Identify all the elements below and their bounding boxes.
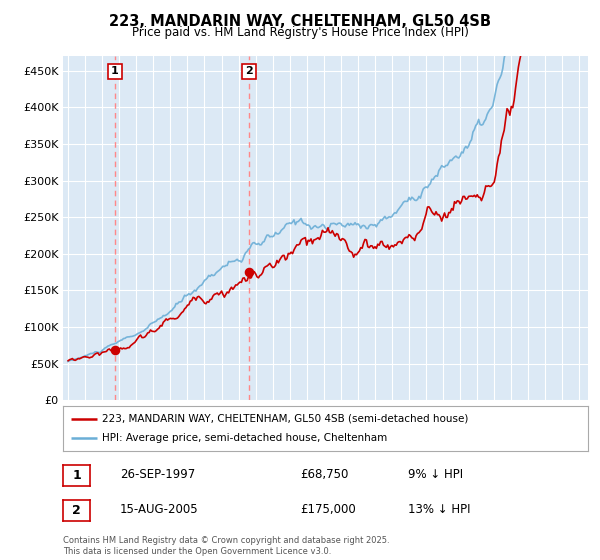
Text: 13% ↓ HPI: 13% ↓ HPI: [408, 503, 470, 516]
Text: 26-SEP-1997: 26-SEP-1997: [120, 468, 195, 482]
Text: 9% ↓ HPI: 9% ↓ HPI: [408, 468, 463, 482]
Text: £175,000: £175,000: [300, 503, 356, 516]
Text: 2: 2: [245, 67, 253, 77]
Text: 223, MANDARIN WAY, CHELTENHAM, GL50 4SB: 223, MANDARIN WAY, CHELTENHAM, GL50 4SB: [109, 14, 491, 29]
Point: [244, 268, 254, 277]
Text: 1: 1: [72, 469, 81, 482]
Text: Price paid vs. HM Land Registry's House Price Index (HPI): Price paid vs. HM Land Registry's House …: [131, 26, 469, 39]
Text: 223, MANDARIN WAY, CHELTENHAM, GL50 4SB (semi-detached house): 223, MANDARIN WAY, CHELTENHAM, GL50 4SB …: [103, 413, 469, 423]
Text: 15-AUG-2005: 15-AUG-2005: [120, 503, 199, 516]
Text: 2: 2: [72, 503, 81, 517]
Point: [110, 346, 120, 354]
Text: £68,750: £68,750: [300, 468, 349, 482]
Text: HPI: Average price, semi-detached house, Cheltenham: HPI: Average price, semi-detached house,…: [103, 433, 388, 444]
Text: Contains HM Land Registry data © Crown copyright and database right 2025.
This d: Contains HM Land Registry data © Crown c…: [63, 536, 389, 556]
Text: 1: 1: [111, 67, 119, 77]
